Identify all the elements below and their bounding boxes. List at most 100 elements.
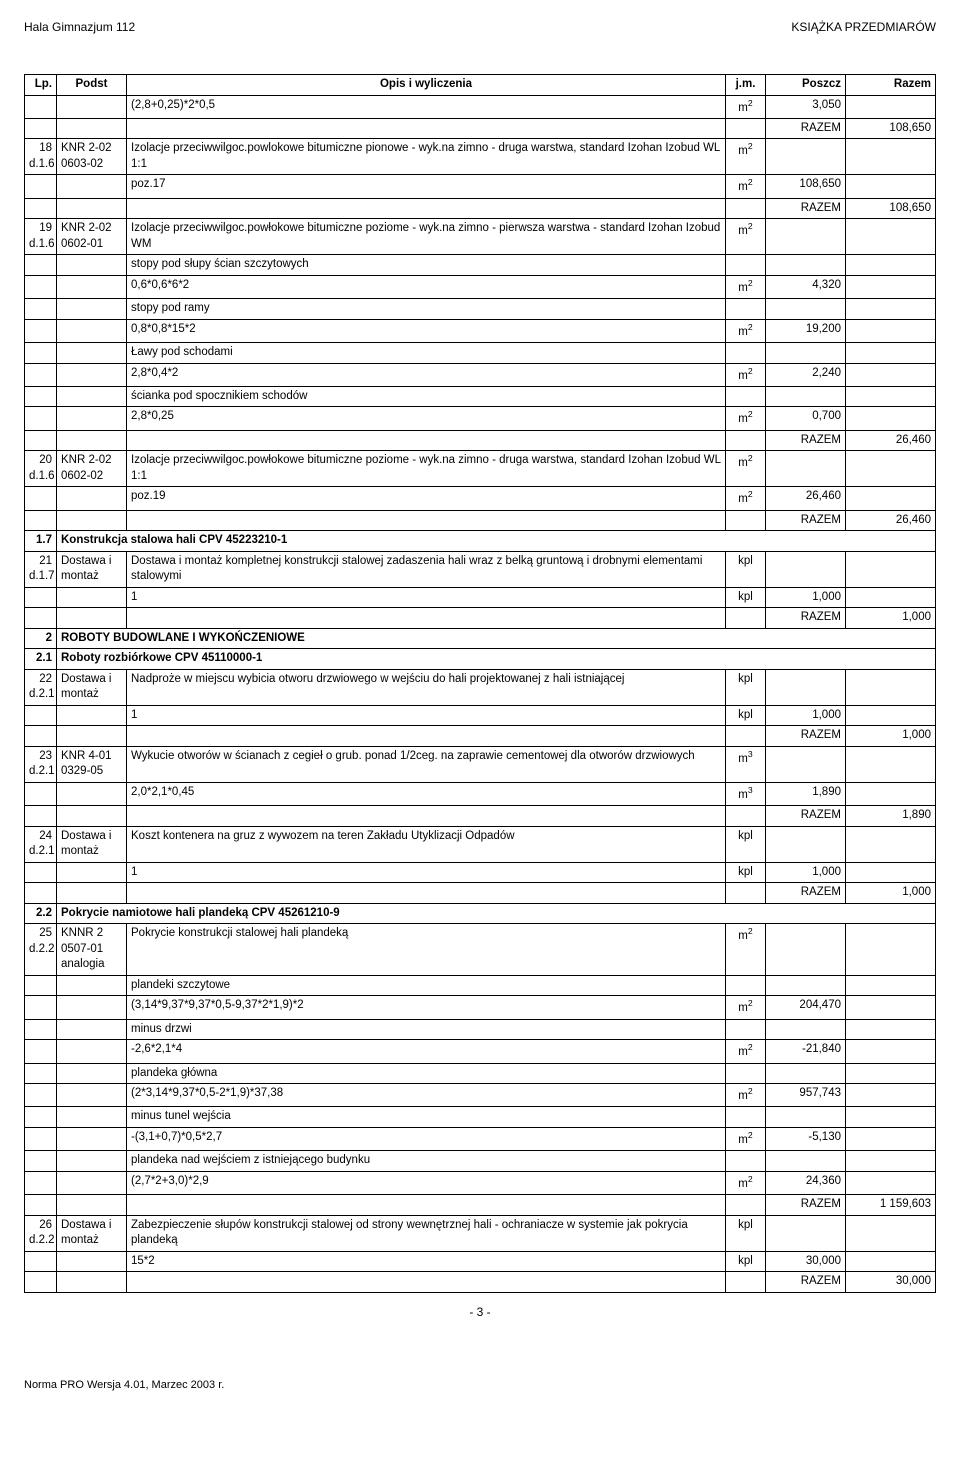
cell-razem bbox=[846, 669, 936, 705]
cell-razem-label: RAZEM bbox=[766, 510, 846, 531]
cell-razem bbox=[846, 255, 936, 276]
cell-razem bbox=[846, 299, 936, 320]
cell-lp bbox=[25, 363, 57, 386]
cell-podst: Dostawa i montaż bbox=[57, 826, 127, 862]
table-row: 2ROBOTY BUDOWLANE I WYKOŃCZENIOWE bbox=[25, 628, 936, 649]
cell-podst bbox=[57, 1063, 127, 1084]
cell-podst bbox=[57, 975, 127, 996]
cell-jm bbox=[726, 975, 766, 996]
cell-lp bbox=[25, 587, 57, 608]
table-row: 1kpl1,000 bbox=[25, 587, 936, 608]
table-row: plandeka nad wejściem z istniejącego bud… bbox=[25, 1151, 936, 1172]
cell-opis bbox=[127, 118, 726, 139]
cell-opis: plandeka nad wejściem z istniejącego bud… bbox=[127, 1151, 726, 1172]
cell-poszcz: 108,650 bbox=[766, 175, 846, 198]
cell-podst: KNR 2-02 0603-02 bbox=[57, 139, 127, 175]
cell-section-title: Roboty rozbiórkowe CPV 45110000-1 bbox=[57, 649, 936, 670]
table-row: RAZEM26,460 bbox=[25, 510, 936, 531]
cell-poszcz: 4,320 bbox=[766, 275, 846, 298]
cell-podst bbox=[57, 275, 127, 298]
cell-opis bbox=[127, 430, 726, 451]
cell-jm bbox=[726, 255, 766, 276]
cell-jm: m2 bbox=[726, 275, 766, 298]
cell-podst bbox=[57, 430, 127, 451]
cell-razem bbox=[846, 1215, 936, 1251]
table-row: RAZEM1,000 bbox=[25, 726, 936, 747]
cell-opis: stopy pod słupy ścian szczytowych bbox=[127, 255, 726, 276]
table-row: Ławy pod schodami bbox=[25, 343, 936, 364]
table-row: 18 d.1.6KNR 2-02 0603-02Izolacje przeciw… bbox=[25, 139, 936, 175]
cell-lp: 1.7 bbox=[25, 531, 57, 552]
cell-lp bbox=[25, 726, 57, 747]
cell-jm: m2 bbox=[726, 95, 766, 118]
col-razem: Razem bbox=[846, 75, 936, 96]
cell-razem bbox=[846, 451, 936, 487]
cell-lp bbox=[25, 386, 57, 407]
cell-podst bbox=[57, 1251, 127, 1272]
cell-jm: m2 bbox=[726, 175, 766, 198]
table-row: RAZEM108,650 bbox=[25, 198, 936, 219]
cell-jm: m2 bbox=[726, 319, 766, 342]
cell-opis: ścianka pod spocznikiem schodów bbox=[127, 386, 726, 407]
table-row: poz.19m226,460 bbox=[25, 487, 936, 510]
cell-poszcz bbox=[766, 975, 846, 996]
cell-jm bbox=[726, 386, 766, 407]
cell-lp bbox=[25, 1019, 57, 1040]
cell-opis bbox=[127, 608, 726, 629]
cell-podst bbox=[57, 175, 127, 198]
cell-opis: poz.17 bbox=[127, 175, 726, 198]
cell-podst bbox=[57, 1195, 127, 1216]
cell-razem bbox=[846, 746, 936, 782]
cell-lp: 22 d.2.1 bbox=[25, 669, 57, 705]
cell-podst bbox=[57, 996, 127, 1019]
cell-podst bbox=[57, 299, 127, 320]
cell-podst bbox=[57, 1127, 127, 1150]
cell-lp bbox=[25, 806, 57, 827]
cell-lp bbox=[25, 487, 57, 510]
table-row: poz.17m2108,650 bbox=[25, 175, 936, 198]
cell-lp bbox=[25, 1107, 57, 1128]
cell-jm bbox=[726, 1272, 766, 1293]
cell-podst bbox=[57, 255, 127, 276]
cell-jm bbox=[726, 608, 766, 629]
col-poszcz: Poszcz bbox=[766, 75, 846, 96]
table-header-row: Lp. Podst Opis i wyliczenia j.m. Poszcz … bbox=[25, 75, 936, 96]
cell-opis: -(3,1+0,7)*0,5*2,7 bbox=[127, 1127, 726, 1150]
cell-podst bbox=[57, 198, 127, 219]
table-row: 2,0*2,1*0,45m31,890 bbox=[25, 782, 936, 805]
table-row: RAZEM1,000 bbox=[25, 608, 936, 629]
cell-lp bbox=[25, 1127, 57, 1150]
cell-jm bbox=[726, 198, 766, 219]
cell-poszcz bbox=[766, 826, 846, 862]
cell-poszcz bbox=[766, 343, 846, 364]
cell-poszcz: -21,840 bbox=[766, 1040, 846, 1063]
cell-opis: plandeki szczytowe bbox=[127, 975, 726, 996]
cell-poszcz bbox=[766, 669, 846, 705]
cell-podst bbox=[57, 1040, 127, 1063]
cell-lp: 2.1 bbox=[25, 649, 57, 670]
cell-razem-label: RAZEM bbox=[766, 726, 846, 747]
cell-razem bbox=[846, 551, 936, 587]
col-jm: j.m. bbox=[726, 75, 766, 96]
cell-jm: kpl bbox=[726, 551, 766, 587]
cell-razem: 26,460 bbox=[846, 510, 936, 531]
cell-opis bbox=[127, 198, 726, 219]
cell-podst bbox=[57, 118, 127, 139]
cell-lp: 23 d.2.1 bbox=[25, 746, 57, 782]
cell-podst bbox=[57, 510, 127, 531]
col-lp: Lp. bbox=[25, 75, 57, 96]
cell-opis: 1 bbox=[127, 862, 726, 883]
table-row: (2,7*2+3,0)*2,9m224,360 bbox=[25, 1171, 936, 1194]
cell-podst bbox=[57, 319, 127, 342]
cell-jm: m3 bbox=[726, 782, 766, 805]
table-row: stopy pod słupy ścian szczytowych bbox=[25, 255, 936, 276]
cell-razem-label: RAZEM bbox=[766, 608, 846, 629]
cell-jm: kpl bbox=[726, 705, 766, 726]
cell-opis: minus tunel wejścia bbox=[127, 1107, 726, 1128]
cell-lp: 21 d.1.7 bbox=[25, 551, 57, 587]
cell-lp bbox=[25, 705, 57, 726]
cell-jm: m2 bbox=[726, 363, 766, 386]
cell-podst bbox=[57, 587, 127, 608]
cell-podst bbox=[57, 95, 127, 118]
cell-razem bbox=[846, 275, 936, 298]
